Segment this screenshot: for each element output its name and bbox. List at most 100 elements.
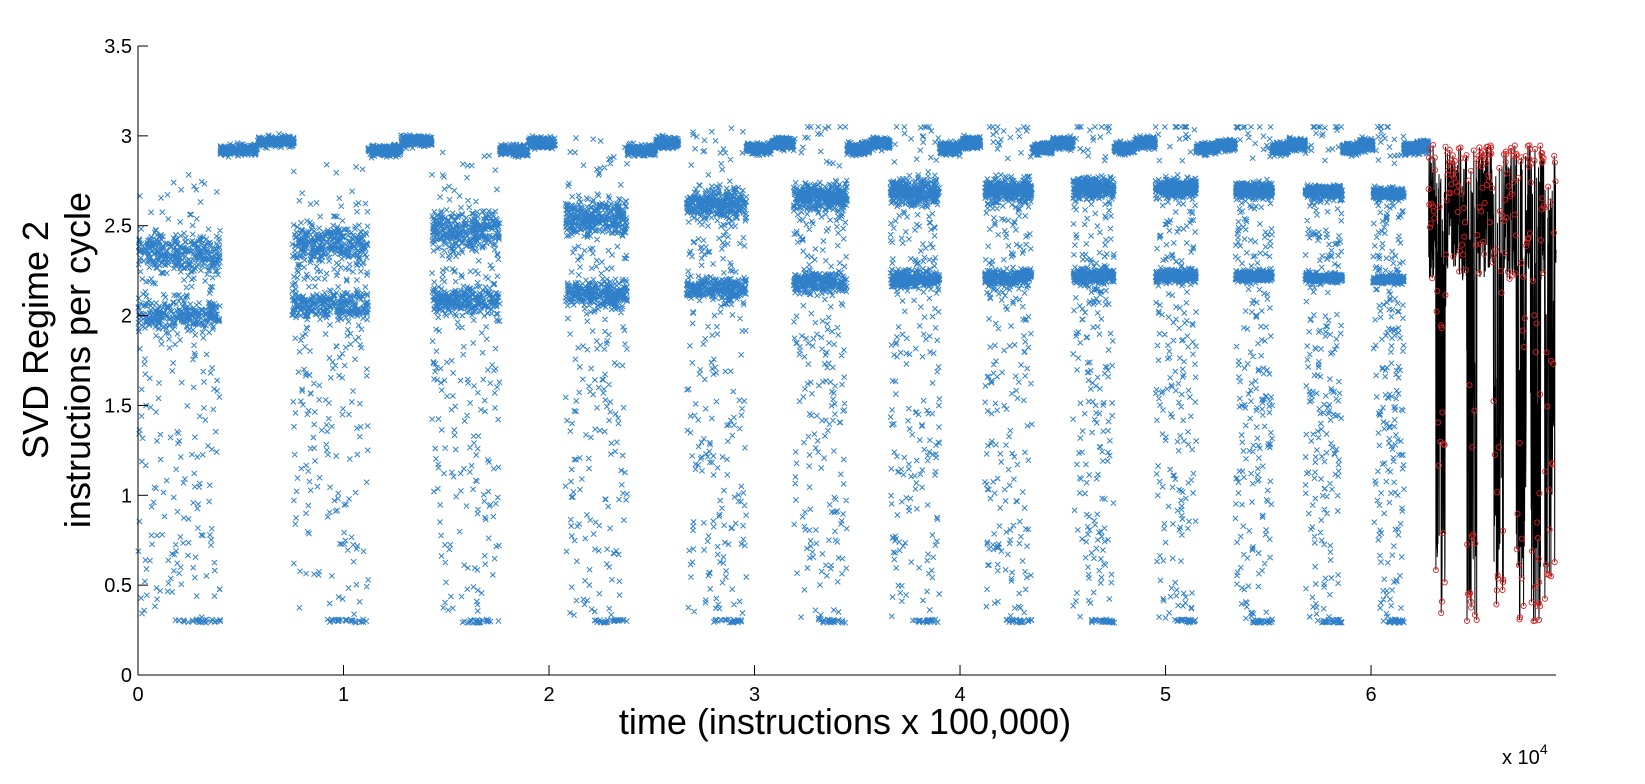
trace-point [1461,219,1469,226]
trace-point [1466,382,1473,389]
trace-point [1438,609,1445,617]
trace-point [1542,561,1550,568]
trace-point [1486,219,1493,226]
x-tick-label: 3 [749,684,760,706]
trace-point [1488,185,1496,192]
trace-point [1505,268,1512,275]
scatter-phase-3 [429,133,559,626]
y-tick-label: 2.5 [104,216,132,238]
trace-point [1443,197,1450,204]
trace-point [1513,151,1520,158]
trace-point [1541,595,1548,602]
trace-point [1518,575,1525,582]
trace-point [1531,157,1538,164]
trace-point [1475,269,1482,276]
trace-point [1436,203,1443,210]
trace-point [1489,259,1496,266]
trace-point [1491,451,1498,458]
trace-point [1492,246,1499,253]
trace-point [1471,611,1478,618]
x-axis-multiplier-base: x 10 [1502,747,1540,769]
trace-point [1431,154,1438,161]
trace-point [1519,327,1526,334]
trace-point [1467,167,1474,174]
trace-point [1448,163,1455,170]
scatter-series-layer [135,123,1432,626]
scatter-markers-phase-5 [683,125,797,626]
trace-series [1425,142,1559,625]
scatter-phase-1 [135,130,298,626]
trace-point [1441,441,1448,449]
scatter-phase-10 [1152,123,1239,626]
trace-point [1500,579,1507,586]
trace-point [1445,167,1452,174]
scatter-markers-phase-11 [1232,123,1309,626]
scatter-phase-7 [887,123,984,626]
trace-point [1494,489,1501,496]
trace-point [1467,590,1474,597]
trace-point [1501,249,1508,256]
x-tick-label: 1 [338,684,349,706]
trace-point [1472,540,1479,547]
trace-point [1441,579,1448,586]
trace-point [1535,555,1542,562]
trace-point [1463,152,1470,159]
trace-point [1450,253,1457,260]
trace-point [1468,604,1475,611]
trace-point [1497,267,1504,274]
x-axis-multiplier: x 104 [1502,741,1548,769]
trace-point [1475,162,1482,169]
trace-point [1518,259,1525,266]
trace-point [1512,270,1519,277]
trace-point [1521,315,1528,322]
trace-point [1535,616,1543,623]
trace-point [1439,409,1446,416]
trace-point [1520,602,1527,609]
trace-point [1527,179,1534,186]
trace-point [1549,461,1556,468]
trace-point [1447,190,1454,197]
trace-point [1460,204,1467,212]
trace-point [1463,617,1471,624]
trace-point [1426,224,1434,231]
x-tick-label: 2 [543,684,554,706]
trace-point [1490,397,1497,405]
trace-point [1478,163,1485,170]
trace-point [1544,403,1551,410]
scatter-phase-2 [289,131,435,626]
trace-point [1536,490,1543,497]
scatter-markers-phase-4 [562,132,682,626]
trace-point [1486,177,1493,184]
trace-point [1425,154,1433,161]
y-tick-label: 0 [121,665,132,687]
trace-point [1474,232,1481,239]
trace-point [1526,230,1533,237]
trace-point [1459,251,1466,258]
trace-point [1438,598,1445,605]
trace-point [1499,586,1506,594]
trace-point [1429,275,1436,282]
trace-point [1529,277,1536,284]
trace-point [1431,215,1438,222]
trace-point [1456,247,1463,255]
trace-point [1535,599,1542,607]
trace-point [1500,576,1507,583]
trace-point [1547,199,1554,206]
trace-point [1534,535,1542,542]
scatter-phase-4 [562,132,682,626]
trace-point [1470,531,1477,538]
scatter-phase-9 [1070,123,1159,626]
trace-point [1461,233,1468,240]
trace-point [1442,143,1449,150]
trace-point [1455,182,1462,189]
trace-point [1508,147,1515,155]
y-tick-label: 1.5 [104,395,132,417]
scatter-phase-11 [1232,123,1309,626]
scatter-phase-12 [1302,123,1376,626]
scatter-markers-phase-6 [790,123,894,626]
trace-point [1464,541,1471,548]
x-axis-multiplier-exponent: 4 [1540,741,1548,757]
trace-point [1515,174,1522,182]
trace-point [1432,167,1439,174]
scatter-markers-phase-3 [429,133,559,626]
